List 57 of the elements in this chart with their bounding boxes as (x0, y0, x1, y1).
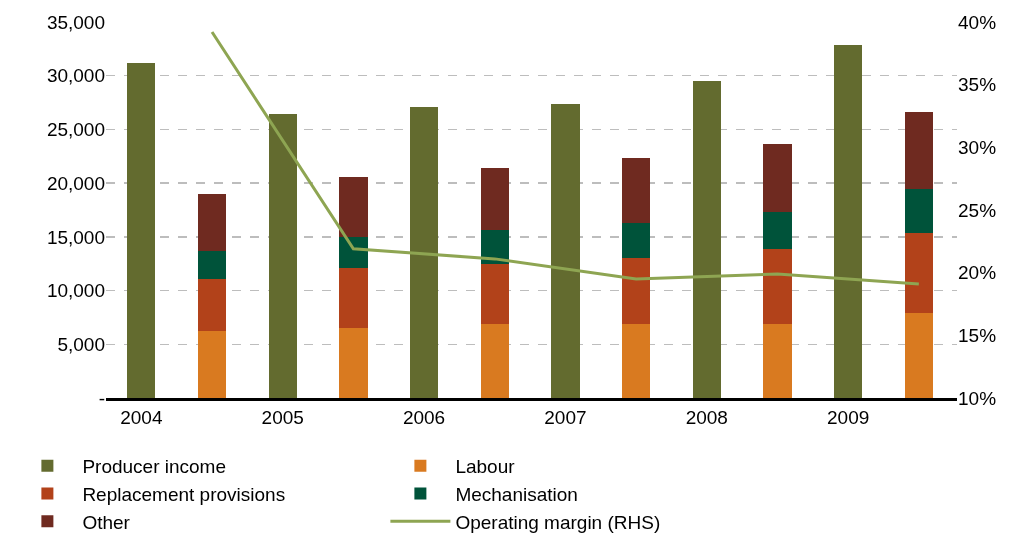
x-tick-label: 2006 (402, 406, 446, 428)
y2-tick-label: 10% (958, 387, 997, 409)
bar (763, 212, 792, 249)
bar (621, 222, 651, 259)
bar (197, 331, 227, 398)
bar (904, 232, 933, 314)
y2-tick-label: 40% (958, 11, 997, 33)
bar (409, 106, 439, 398)
y-tick-label: 5,000 (57, 333, 105, 355)
bar (621, 323, 651, 398)
bar (621, 258, 651, 324)
bar (197, 193, 227, 251)
bar (197, 278, 227, 332)
bar (339, 268, 368, 329)
bar (692, 81, 721, 398)
bar (339, 328, 368, 398)
y-tick-label: - (98, 387, 105, 409)
bar (197, 250, 227, 279)
legend-label: Other (82, 511, 131, 533)
legend-label: Labour (455, 456, 516, 478)
bar (904, 188, 933, 233)
bar (339, 176, 368, 237)
x-tick-label: 2009 (827, 406, 870, 428)
bar (834, 44, 863, 398)
bar (763, 323, 792, 398)
y-tick-label: 15,000 (46, 226, 105, 248)
bar (127, 62, 156, 398)
bar (551, 103, 580, 398)
y2-tick-label: 15% (958, 324, 997, 346)
y-tick-label: 20,000 (46, 172, 105, 194)
y-tick-label: 30,000 (46, 65, 105, 87)
x-tick-label: 2007 (544, 406, 587, 428)
legend-label: Operating margin (RHS) (455, 511, 661, 533)
y2-tick-label: 35% (958, 74, 997, 96)
bar (904, 313, 933, 398)
legend-label: Producer income (82, 456, 227, 478)
x-tick-label: 2008 (685, 406, 728, 428)
bar (480, 230, 509, 264)
bar (480, 263, 509, 324)
x-tick-label: 2005 (261, 406, 304, 428)
bar (763, 144, 792, 213)
y-tick-label: 25,000 (46, 119, 105, 141)
y-tick-label: 35,000 (46, 11, 105, 33)
bar (268, 114, 297, 398)
legend-label: Mechanisation (455, 483, 578, 505)
bar (904, 112, 933, 189)
y-tick-label: 10,000 (46, 280, 105, 302)
line-series (210, 30, 921, 286)
y2-tick-label: 25% (958, 199, 997, 221)
y2-tick-label: 30% (958, 136, 997, 158)
bar (480, 168, 509, 231)
y2-tick-label: 20% (958, 262, 997, 284)
legend-label: Replacement provisions (82, 483, 286, 505)
bar (763, 248, 792, 324)
bar (621, 158, 651, 223)
x-tick-label: 2004 (120, 406, 163, 428)
bar (480, 323, 509, 398)
